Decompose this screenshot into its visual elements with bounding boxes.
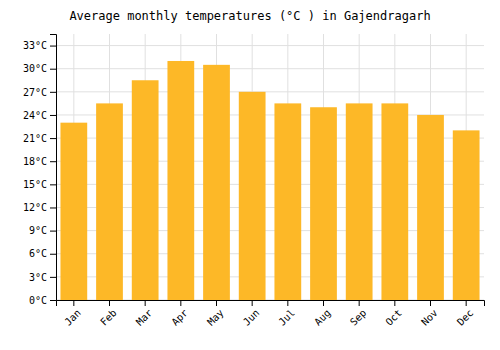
x-tick: May (205, 300, 226, 328)
bar (310, 107, 337, 300)
y-tick-mark (50, 92, 56, 93)
title: Average monthly temperatures (°C ) in Ga… (69, 9, 430, 23)
x-tick-mark (216, 300, 217, 306)
y-tick: 3°C (29, 272, 56, 283)
x-tick-label: Jun (241, 307, 262, 328)
x-tick: Sep (348, 300, 369, 328)
x-tick: Mar (134, 300, 155, 328)
y-tick-mark (50, 207, 56, 208)
x-tick: Jun (241, 300, 262, 328)
x-axis-line (57, 301, 485, 307)
x-tick: Nov (419, 300, 440, 328)
y-tick: 12°C (23, 202, 56, 213)
x-tick-mark (430, 300, 431, 306)
bar (239, 92, 266, 300)
y-tick: 21°C (23, 133, 56, 144)
y-tick-label: 12°C (23, 202, 47, 213)
x-tick-label: Apr (169, 307, 190, 328)
x-tick-label: Aug (312, 307, 333, 328)
x-tick-mark (287, 300, 288, 306)
x-tick-mark (145, 300, 146, 306)
x-tick-label: Feb (98, 307, 119, 328)
y-tick-label: 3°C (29, 272, 47, 283)
bar (132, 80, 159, 300)
x-tick-label: Jul (276, 307, 297, 328)
bars (60, 61, 479, 300)
y-tick-mark (50, 231, 56, 232)
x-tick-mark (73, 300, 74, 306)
y-tick: 0°C (29, 295, 56, 306)
x-tick-label: Oct (383, 307, 404, 328)
y-tick: 15°C (23, 179, 56, 190)
bar (167, 61, 194, 300)
x-tick-label: Jan (62, 307, 83, 328)
grid (56, 34, 484, 300)
x-tick: Aug (312, 300, 333, 328)
y-tick-label: 24°C (23, 110, 47, 121)
bar (417, 115, 444, 300)
x-tick-mark (252, 300, 253, 306)
y-tick: 6°C (29, 248, 56, 259)
y-tick-label: 30°C (23, 63, 47, 74)
x-tick-mark (323, 300, 324, 306)
bar (346, 103, 373, 300)
y-tick: 27°C (23, 87, 56, 98)
y-tick-mark (50, 277, 56, 278)
y-tick: 33°C (23, 40, 56, 51)
x-tick-label: Dec (455, 307, 476, 328)
y-tick: 24°C (23, 110, 56, 121)
y-axis-line (50, 35, 57, 301)
x-tick: Dec (455, 300, 476, 328)
y-tick-mark (50, 138, 56, 139)
y-tick-label: 0°C (29, 295, 47, 306)
x-tick-mark (109, 300, 110, 306)
y-tick-label: 21°C (23, 133, 47, 144)
bar (274, 103, 301, 300)
x-tick: Jul (276, 300, 297, 328)
grid-line-y (56, 68, 484, 69)
x-tick: Apr (169, 300, 190, 328)
x-tick-mark (466, 300, 467, 306)
chart: 0°C 3°C 6°C 9°C 12°C 15°C 18°C 21°C 24°C 27°C 30°C… (0, 0, 500, 350)
x-tick: Oct (383, 300, 404, 328)
x-tick: Jan (62, 300, 83, 328)
y-tick-label: 6°C (29, 248, 47, 259)
y-tick-mark (50, 161, 56, 162)
bar (60, 123, 87, 300)
x-tick-mark (394, 300, 395, 306)
x-tick-mark (180, 300, 181, 306)
y-tick-label: 9°C (29, 225, 47, 236)
grid-line-y (56, 45, 484, 46)
bar (453, 130, 480, 300)
x-axis: Jan Feb Mar Apr May Jun Jul Aug Sep Oct Nov Dec (57, 300, 485, 328)
y-tick-mark (50, 254, 56, 255)
x-tick-mark (359, 300, 360, 306)
y-axis: 0°C 3°C 6°C 9°C 12°C 15°C 18°C 21°C 24°C 27°C 30°C… (23, 35, 57, 306)
y-tick: 18°C (23, 156, 56, 167)
y-tick: 9°C (29, 225, 56, 236)
bar (381, 103, 408, 300)
y-tick-mark (50, 46, 56, 47)
x-tick-label: Mar (134, 307, 155, 328)
x-tick-label: Nov (419, 307, 440, 328)
y-tick-label: 15°C (23, 179, 47, 190)
bar (96, 103, 123, 300)
grid-line-y (56, 91, 484, 92)
bar (203, 65, 230, 300)
y-tick-mark (50, 69, 56, 70)
y-tick-mark (50, 300, 56, 301)
x-tick: Feb (98, 300, 119, 328)
y-tick-label: 27°C (23, 87, 47, 98)
y-tick-label: 33°C (23, 40, 47, 51)
y-tick: 30°C (23, 63, 56, 74)
x-tick-label: Sep (348, 307, 369, 328)
y-tick-label: 18°C (23, 156, 47, 167)
plot: 0°C 3°C 6°C 9°C 12°C 15°C 18°C 21°C 24°C 27°C 30°C… (23, 34, 485, 328)
y-tick-mark (50, 184, 56, 185)
x-tick-label: May (205, 307, 226, 328)
y-tick-mark (50, 115, 56, 116)
